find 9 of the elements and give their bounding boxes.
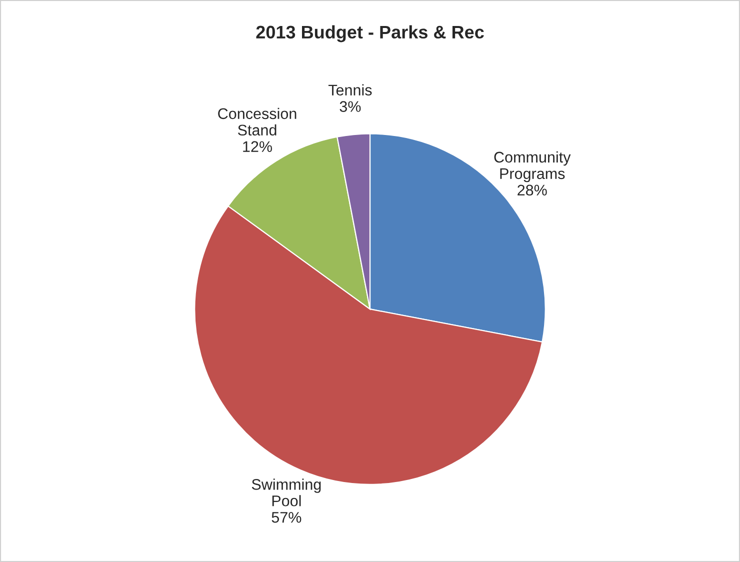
- data-label: 57%: [272, 512, 302, 523]
- chart-title: 2013 Budget - Parks & Rec: [256, 25, 484, 42]
- slice-label: Tennis: [328, 84, 372, 96]
- slice-label: Concession Stand: [218, 108, 296, 136]
- data-label: 28%: [518, 184, 547, 196]
- data-label: 12%: [243, 141, 272, 152]
- slice-label: Swimming Pool: [252, 478, 321, 506]
- slice-label: Community Programs: [494, 151, 571, 182]
- data-label: 3%: [340, 101, 361, 112]
